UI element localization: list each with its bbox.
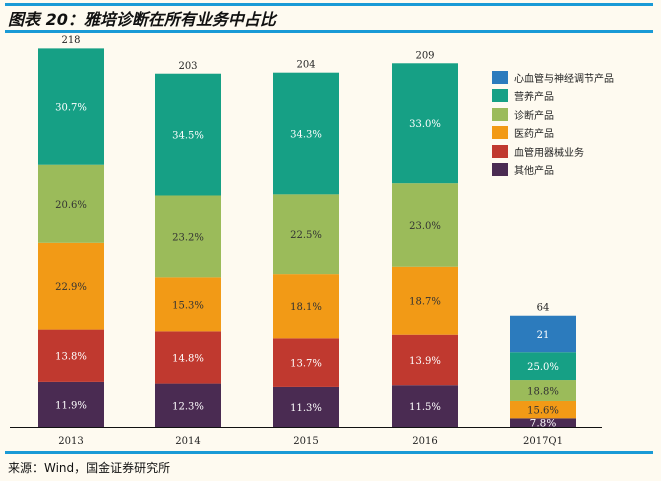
data-label: 7.8% xyxy=(530,418,557,430)
data-label: 18.1% xyxy=(290,302,322,313)
bar-segment xyxy=(510,400,576,419)
bar-segment xyxy=(273,72,339,195)
bar-segment xyxy=(273,386,339,427)
data-label: 21 xyxy=(537,330,550,341)
bar-segment xyxy=(38,381,104,427)
data-label: 22.5% xyxy=(290,230,322,241)
legend-swatch xyxy=(492,126,508,140)
data-label: 34.3% xyxy=(290,130,322,141)
legend-swatch xyxy=(492,144,508,158)
legend-swatch xyxy=(492,70,508,84)
title-rule xyxy=(5,30,653,33)
bar-segment xyxy=(392,183,458,267)
legend-item: 诊断产品 xyxy=(492,105,615,124)
bar-segment xyxy=(155,73,221,196)
bottom-rule xyxy=(5,451,653,454)
total-label: 204 xyxy=(296,59,315,70)
legend-label: 心血管与神经调节产品 xyxy=(514,73,614,85)
data-label: 14.8% xyxy=(172,353,204,364)
legend-label: 营养产品 xyxy=(514,92,554,104)
legend-swatch xyxy=(492,107,508,121)
x-tick-label: 2017Q1 xyxy=(523,436,563,447)
bar-segment xyxy=(392,334,458,386)
bar-segment xyxy=(392,266,458,335)
data-label: 11.5% xyxy=(409,402,441,413)
bar-segment xyxy=(38,164,104,243)
bar-segment xyxy=(155,277,221,332)
bar-segment xyxy=(510,380,576,401)
x-tick-label: 2016 xyxy=(412,436,437,447)
data-label: 25.0% xyxy=(527,362,559,373)
data-label: 13.8% xyxy=(55,352,87,363)
bar-segment xyxy=(155,331,221,384)
bar-segment xyxy=(38,329,104,382)
bar-segment xyxy=(392,385,458,427)
legend-item: 其他产品 xyxy=(492,161,615,180)
data-label: 23.0% xyxy=(409,221,441,232)
legend-swatch xyxy=(492,163,508,177)
bar-segment xyxy=(510,418,576,427)
data-label: 18.7% xyxy=(409,297,441,308)
total-label: 218 xyxy=(61,35,80,46)
legend-label: 血管用器械业务 xyxy=(514,147,584,159)
legend-swatch xyxy=(492,89,508,103)
data-label: 30.7% xyxy=(55,103,87,114)
total-label: 203 xyxy=(178,61,197,72)
bar-segment xyxy=(273,338,339,387)
source-note: 来源：Wind，国金证券研究所 xyxy=(8,461,171,475)
legend-item: 血管用器械业务 xyxy=(492,142,615,161)
data-label: 15.6% xyxy=(527,406,559,417)
data-label: 33.0% xyxy=(409,119,441,130)
bar-segment xyxy=(510,315,576,353)
legend-item: 营养产品 xyxy=(492,87,615,106)
bar-segment xyxy=(510,352,576,381)
data-label: 18.8% xyxy=(527,387,559,398)
legend-label: 医药产品 xyxy=(514,129,554,141)
legend-label: 其他产品 xyxy=(514,166,554,178)
top-rule xyxy=(5,3,653,6)
data-label: 15.3% xyxy=(172,300,204,311)
x-tick-label: 2013 xyxy=(58,436,83,447)
data-label: 11.9% xyxy=(55,400,87,411)
data-label: 34.5% xyxy=(172,131,204,142)
bar-segment xyxy=(38,48,104,165)
data-label: 22.9% xyxy=(55,282,87,293)
legend: 心血管与神经调节产品 营养产品诊断产品医药产品血管用器械业务 其他产品 xyxy=(492,68,615,179)
data-label: 23.2% xyxy=(172,232,204,243)
legend-item: 心血管与神经调节产品 xyxy=(492,68,615,87)
total-label: 209 xyxy=(415,51,434,62)
bar-segment xyxy=(273,274,339,339)
x-tick-label: 2015 xyxy=(293,436,318,447)
data-label: 12.3% xyxy=(172,401,204,412)
x-tick-label: 2014 xyxy=(175,436,200,447)
bar-segment xyxy=(155,383,221,427)
total-label: 64 xyxy=(537,303,550,314)
bar-segment xyxy=(155,195,221,278)
legend-item: 医药产品 xyxy=(492,124,615,143)
data-label: 13.9% xyxy=(409,356,441,367)
legend-label: 诊断产品 xyxy=(514,110,554,122)
data-label: 13.7% xyxy=(290,359,322,370)
data-label: 20.6% xyxy=(55,200,87,211)
chart-title: 图表 20：雅培诊断在所有业务中占比 xyxy=(8,10,276,29)
bar-segment xyxy=(273,194,339,275)
bar-segment xyxy=(392,63,458,184)
data-label: 11.3% xyxy=(290,403,322,414)
bar-segment xyxy=(38,242,104,330)
